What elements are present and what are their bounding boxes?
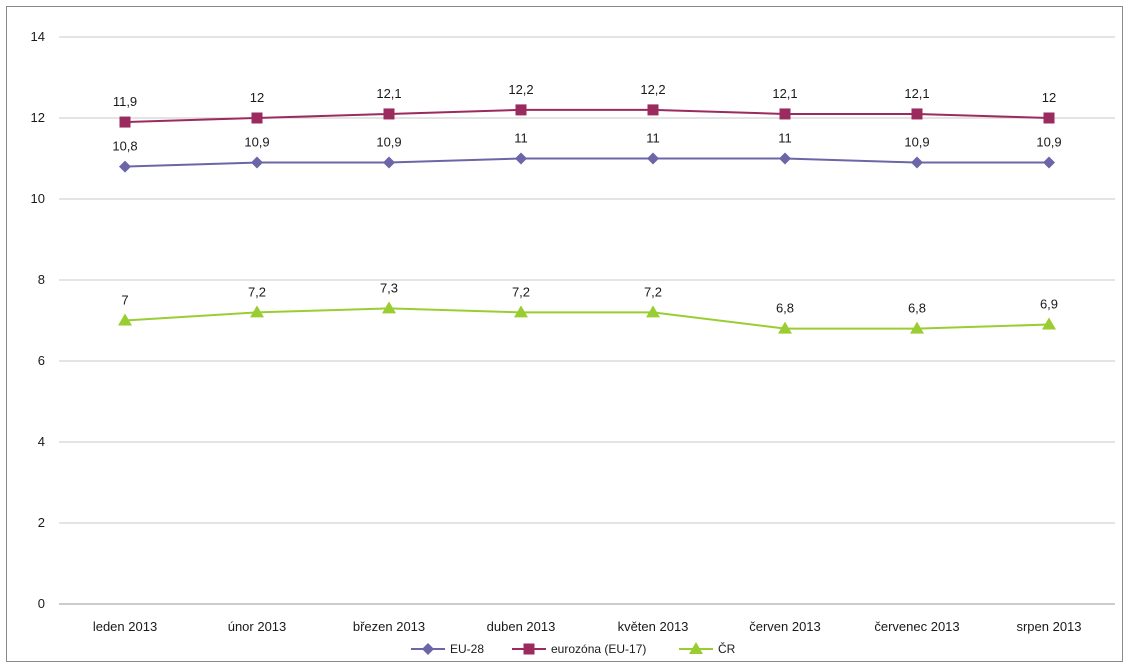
data-point-marker bbox=[647, 104, 659, 116]
data-label: 7 bbox=[121, 293, 128, 308]
data-label: 12 bbox=[250, 90, 264, 105]
x-tick-label: srpen 2013 bbox=[1016, 619, 1081, 634]
data-point-marker bbox=[251, 156, 263, 169]
series-lines bbox=[118, 104, 1056, 334]
y-axis-tick-labels: 0 2 4 6 8 10 12 14 bbox=[31, 29, 45, 611]
data-point-marker bbox=[514, 305, 528, 318]
data-label: 10,8 bbox=[112, 139, 137, 154]
x-tick-label: duben 2013 bbox=[487, 619, 556, 634]
y-tick-label: 10 bbox=[31, 191, 45, 206]
y-tick-label: 12 bbox=[31, 110, 45, 125]
x-tick-label: leden 2013 bbox=[93, 619, 157, 634]
data-label: 12,2 bbox=[508, 82, 533, 97]
series-diamond bbox=[119, 152, 1055, 173]
legend: EU-28 eurozóna (EU-17) ČR bbox=[411, 641, 736, 656]
data-point-marker bbox=[1042, 317, 1056, 330]
legend-item: EU-28 bbox=[411, 642, 484, 656]
y-tick-label: 2 bbox=[38, 515, 45, 530]
data-point-marker bbox=[119, 116, 131, 128]
line-chart: 0 2 4 6 8 10 12 14 leden 2013 únor 2013 březen 20… bbox=[31, 29, 1115, 656]
series-line bbox=[124, 157, 1049, 168]
data-point-marker bbox=[911, 108, 923, 120]
data-point-marker bbox=[251, 112, 263, 124]
legend-swatch-marker bbox=[523, 643, 535, 655]
data-label: 12,1 bbox=[904, 86, 929, 101]
data-point-marker bbox=[383, 108, 395, 120]
data-label: 10,9 bbox=[376, 135, 401, 150]
data-label: 6,9 bbox=[1040, 297, 1058, 312]
series-triangle bbox=[118, 301, 1056, 334]
data-point-marker bbox=[778, 321, 792, 334]
data-label: 6,8 bbox=[908, 301, 926, 316]
data-label: 11 bbox=[514, 131, 528, 146]
y-tick-label: 8 bbox=[38, 272, 45, 287]
data-label: 10,9 bbox=[1036, 135, 1061, 150]
data-point-marker bbox=[910, 321, 924, 334]
legend-swatch-marker bbox=[422, 643, 434, 655]
data-label: 12,1 bbox=[772, 86, 797, 101]
data-label: 7,2 bbox=[248, 284, 266, 299]
legend-label: ČR bbox=[718, 641, 736, 656]
series-line bbox=[124, 108, 1050, 124]
data-labels: 10,8 10,9 10,9 11 11 11 10,9 10,9 11,9 12 12,1 12,2… bbox=[112, 82, 1061, 316]
data-point-marker bbox=[779, 108, 791, 120]
data-label: 11,9 bbox=[113, 94, 137, 109]
x-tick-label: květen 2013 bbox=[618, 619, 689, 634]
data-label: 11 bbox=[778, 131, 792, 146]
x-tick-label: únor 2013 bbox=[228, 619, 287, 634]
data-point-marker bbox=[1043, 112, 1055, 124]
data-point-marker bbox=[1043, 156, 1055, 169]
legend-swatch-marker bbox=[689, 642, 703, 654]
data-label: 11 bbox=[646, 131, 660, 146]
y-tick-label: 0 bbox=[38, 596, 45, 611]
data-label: 6,8 bbox=[776, 301, 794, 316]
data-point-marker bbox=[250, 305, 264, 318]
chart-frame: 0 2 4 6 8 10 12 14 leden 2013 únor 2013 březen 20… bbox=[6, 6, 1123, 662]
data-point-marker bbox=[383, 156, 395, 169]
data-point-marker bbox=[515, 104, 527, 116]
data-label: 12,1 bbox=[376, 86, 401, 101]
data-label: 7,3 bbox=[380, 280, 398, 295]
x-axis-tick-labels: leden 2013 únor 2013 březen 2013 duben 2013… bbox=[93, 619, 1082, 634]
y-tick-label: 6 bbox=[38, 353, 45, 368]
legend-label: EU-28 bbox=[450, 642, 484, 656]
data-point-marker bbox=[118, 313, 132, 326]
x-tick-label: červen 2013 bbox=[749, 619, 821, 634]
y-tick-label: 14 bbox=[31, 29, 45, 44]
legend-item: eurozóna (EU-17) bbox=[512, 642, 646, 656]
x-tick-label: březen 2013 bbox=[353, 619, 425, 634]
data-point-marker bbox=[779, 152, 791, 165]
data-point-marker bbox=[515, 152, 527, 165]
y-tick-label: 4 bbox=[38, 434, 45, 449]
series-line bbox=[124, 307, 1050, 330]
series-square bbox=[119, 104, 1055, 128]
data-point-marker bbox=[646, 305, 660, 318]
gridlines bbox=[59, 36, 1115, 605]
data-label: 10,9 bbox=[904, 135, 929, 150]
data-point-marker bbox=[647, 152, 659, 165]
data-label: 7,2 bbox=[644, 284, 662, 299]
legend-item: ČR bbox=[679, 641, 736, 656]
legend-label: eurozóna (EU-17) bbox=[551, 642, 646, 656]
data-point-marker bbox=[119, 160, 131, 173]
x-tick-label: červenec 2013 bbox=[874, 619, 959, 634]
data-point-marker bbox=[382, 301, 396, 314]
data-label: 12 bbox=[1042, 90, 1056, 105]
data-point-marker bbox=[911, 156, 923, 169]
data-label: 12,2 bbox=[640, 82, 665, 97]
data-label: 7,2 bbox=[512, 284, 530, 299]
data-label: 10,9 bbox=[244, 135, 269, 150]
